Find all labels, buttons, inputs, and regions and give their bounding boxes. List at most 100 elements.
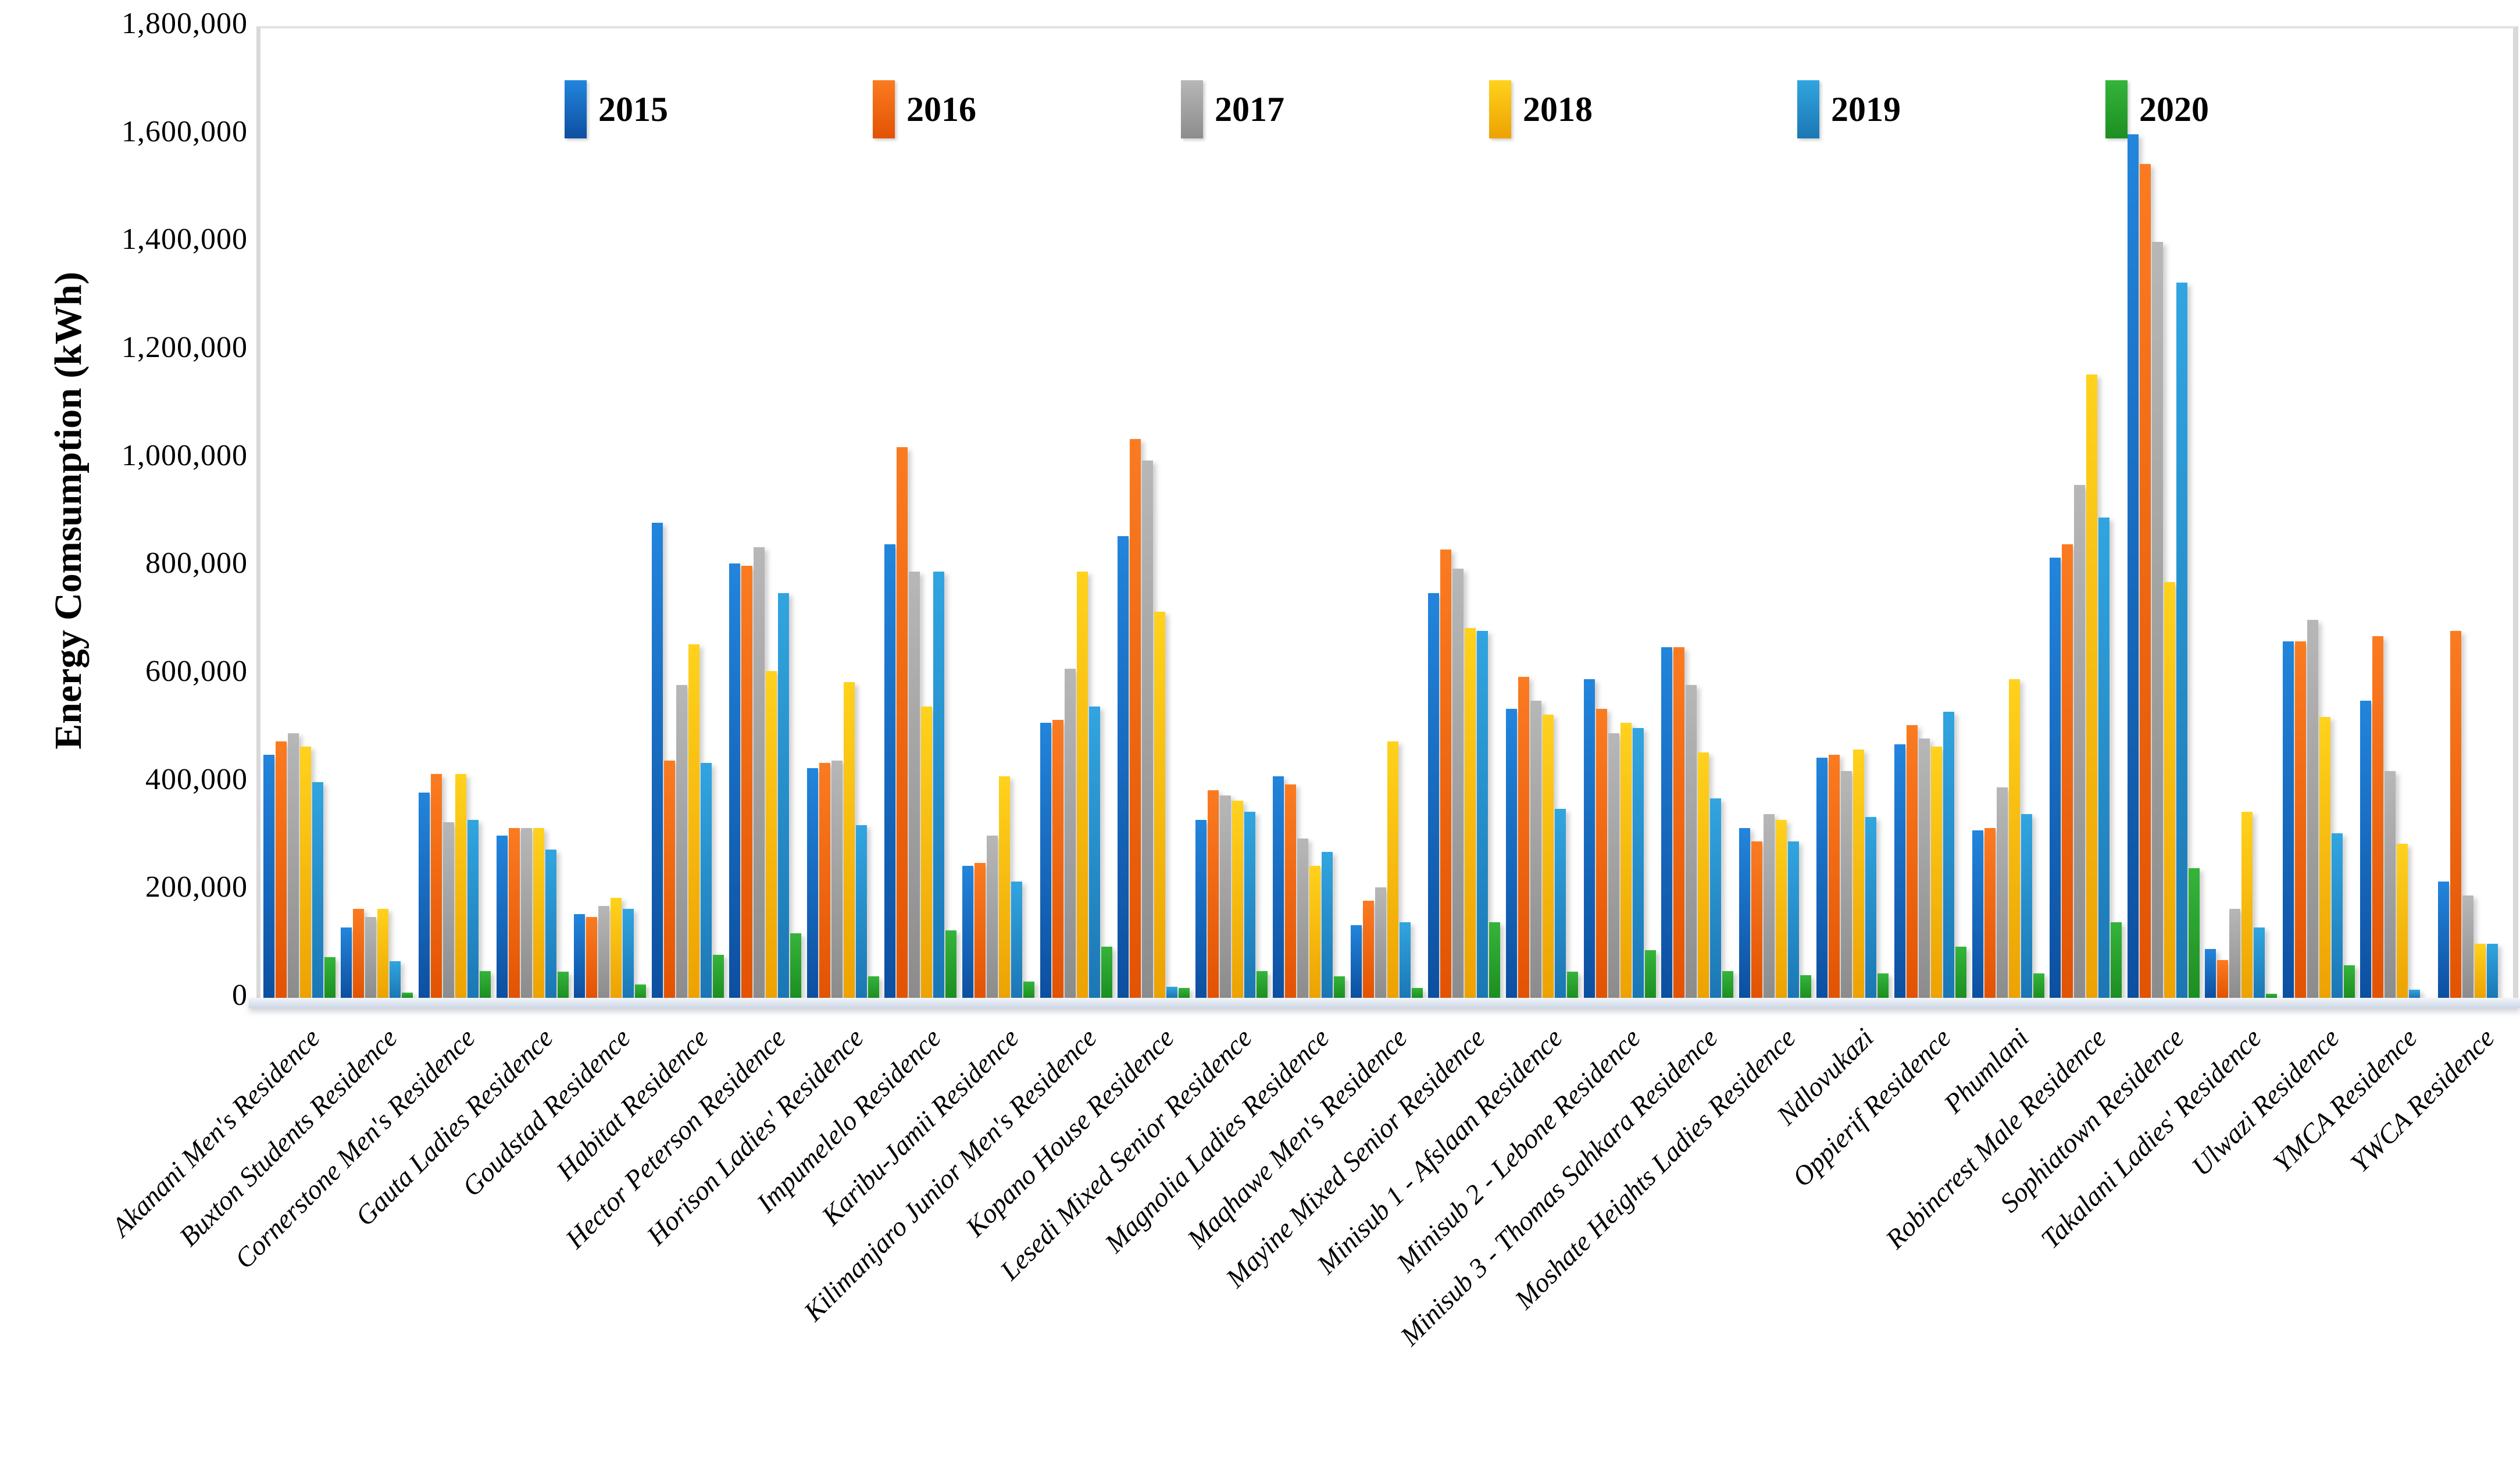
legend-label: 2015 — [598, 90, 668, 129]
bar — [1375, 887, 1386, 998]
bar — [508, 828, 520, 998]
bar — [586, 917, 598, 998]
bar — [341, 927, 352, 998]
bar-group — [1348, 26, 1426, 998]
bar — [1297, 839, 1309, 998]
bar — [921, 707, 933, 998]
bar — [287, 733, 299, 998]
bar — [1256, 971, 1268, 998]
bar — [2409, 990, 2421, 998]
bar — [897, 447, 908, 998]
bar — [557, 972, 569, 998]
legend-swatch — [565, 80, 587, 138]
bar — [2462, 896, 2473, 998]
bar — [1506, 709, 1518, 998]
bar — [2164, 582, 2175, 998]
bar — [2474, 944, 2486, 998]
legend-item: 2020 — [2105, 80, 2209, 138]
bar — [2074, 485, 2086, 998]
bar — [1632, 728, 1644, 998]
bar-group — [882, 26, 960, 998]
bar — [663, 761, 675, 998]
bar — [520, 828, 532, 998]
bar — [2397, 844, 2408, 998]
bar — [1816, 758, 1828, 998]
bar — [467, 820, 479, 998]
bar — [1023, 982, 1034, 998]
bar — [1219, 795, 1231, 998]
bar-group — [1969, 26, 2047, 998]
bar — [402, 993, 413, 998]
legend-item: 2015 — [565, 80, 668, 138]
bar — [1955, 947, 1966, 998]
bar — [651, 523, 663, 998]
bar-group — [1270, 26, 1348, 998]
bar — [545, 850, 556, 998]
bar — [855, 825, 867, 998]
bar — [1285, 784, 1297, 998]
y-axis-title: Energy Comsumption (kWh) — [47, 272, 90, 750]
bar — [1040, 723, 1051, 998]
bar — [574, 914, 586, 998]
bar-group — [1814, 26, 1892, 998]
bar — [2151, 242, 2163, 998]
bar-group — [416, 26, 494, 998]
bar — [390, 961, 401, 998]
bar-group — [2047, 26, 2125, 998]
bar — [2282, 641, 2294, 998]
bar — [1763, 814, 1775, 998]
bar — [1489, 922, 1501, 998]
bar — [884, 544, 896, 998]
bar-group — [726, 26, 804, 998]
bar — [1411, 988, 1423, 998]
bar-group — [1115, 26, 1193, 998]
legend-label: 2018 — [1523, 90, 1593, 129]
bar — [1853, 750, 1865, 998]
legend-label: 2020 — [2139, 90, 2209, 129]
bar — [1232, 801, 1243, 998]
bar — [1894, 744, 1905, 998]
plot-area — [256, 26, 2518, 998]
bar — [1428, 593, 1440, 998]
bar — [479, 971, 491, 998]
bar-group — [1581, 26, 1659, 998]
bar — [945, 930, 957, 998]
bar — [353, 909, 365, 998]
bar — [377, 909, 389, 998]
bar — [2229, 909, 2241, 998]
bar — [2486, 944, 2498, 998]
bar — [455, 774, 466, 998]
bar — [806, 768, 818, 998]
y-tick-label: 0 — [232, 979, 248, 1012]
bar — [688, 644, 699, 998]
y-tick-label: 1,400,000 — [122, 223, 248, 256]
bar — [1362, 901, 1374, 998]
bar — [623, 909, 634, 998]
bar — [2086, 374, 2098, 998]
y-tick-label: 200,000 — [145, 870, 248, 904]
y-tick-label: 600,000 — [145, 655, 248, 688]
legend-label: 2016 — [906, 90, 976, 129]
bar-groups-container — [260, 26, 2513, 998]
bar — [2307, 620, 2318, 998]
bar — [1620, 723, 1632, 998]
bar — [430, 774, 442, 998]
bar — [611, 898, 622, 998]
bar — [2385, 771, 2396, 998]
bar — [843, 682, 855, 998]
bar — [1984, 828, 1996, 998]
bar — [1387, 741, 1398, 998]
bar — [2241, 812, 2253, 998]
bar — [1567, 972, 1579, 998]
bar — [831, 761, 843, 998]
y-tick-label: 1,000,000 — [122, 438, 248, 472]
legend-label: 2019 — [1831, 90, 1901, 129]
bar — [1775, 820, 1787, 998]
legend-swatch — [873, 80, 895, 138]
bar — [1583, 679, 1595, 998]
bar — [1673, 647, 1685, 998]
bar — [1076, 572, 1088, 998]
bar — [1608, 733, 1619, 998]
bar — [2033, 973, 2044, 998]
bar — [1440, 550, 1452, 998]
